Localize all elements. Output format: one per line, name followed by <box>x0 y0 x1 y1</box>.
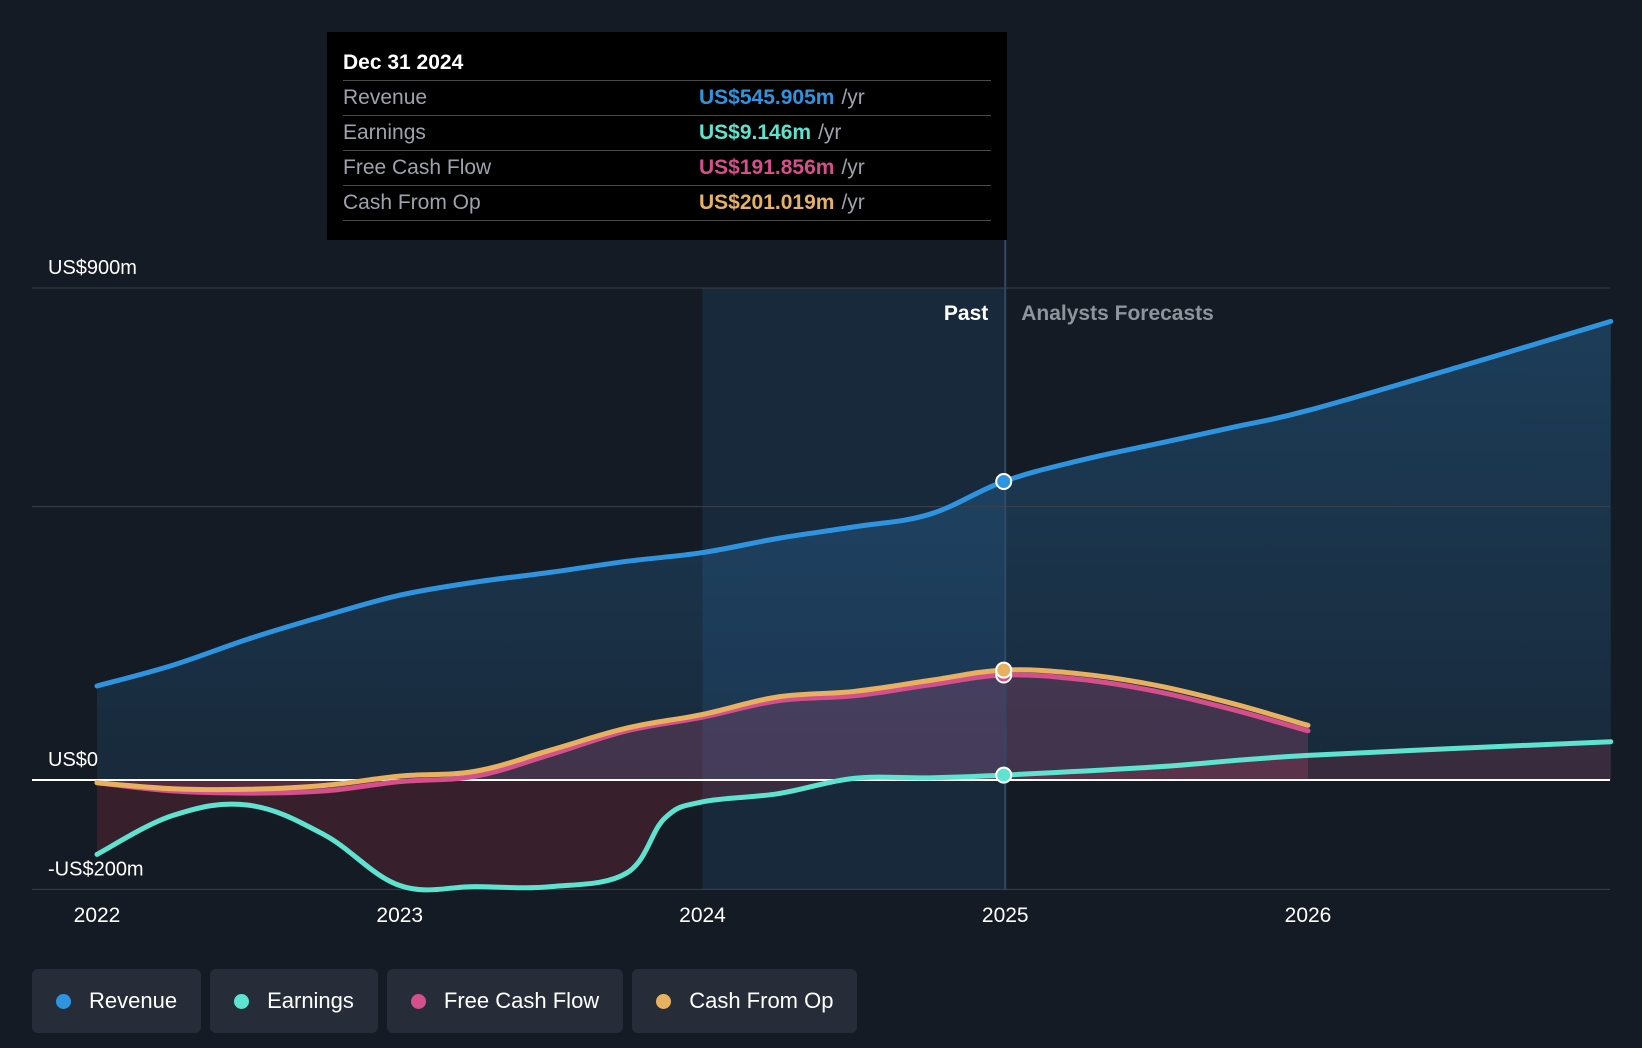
legend-item-cash-from-op[interactable]: Cash From Op <box>632 969 858 1033</box>
tooltip-unit: /yr <box>818 121 842 144</box>
tooltip-value: US$191.856m <box>699 156 835 179</box>
forecast-label: Analysts Forecasts <box>1021 302 1214 325</box>
data-point-cash-from-op <box>995 661 1013 679</box>
tooltip-label: Revenue <box>343 86 428 109</box>
earnings-dot-icon <box>234 993 250 1009</box>
x-tick-label: 2026 <box>1285 904 1332 927</box>
tooltip-unit: /yr <box>841 86 865 109</box>
tooltip-value: US$9.146m <box>699 121 812 144</box>
x-tick-label: 2023 <box>376 904 423 927</box>
tooltip-row-cash-from-op: Cash From Op US$201.019m /yr <box>343 186 991 221</box>
cash-from-op-dot-icon <box>656 993 672 1009</box>
tooltip-row-earnings: Earnings US$9.146m /yr <box>343 116 991 151</box>
revenue-area <box>97 321 1611 780</box>
past-label: Past <box>944 302 988 325</box>
tooltip-label: Earnings <box>343 121 426 144</box>
legend: Revenue Earnings Free Cash Flow Cash Fro… <box>32 969 858 1033</box>
series-line-earnings <box>94 739 1614 893</box>
y-tick-label: -US$200m <box>48 858 144 880</box>
data-point-earnings <box>995 766 1013 784</box>
series-line-free-cash-flow <box>94 672 1311 796</box>
tooltip-label: Cash From Op <box>343 191 481 214</box>
tooltip-unit: /yr <box>841 191 865 214</box>
x-tick-label: 2024 <box>679 904 726 927</box>
tooltip-value: US$201.019m <box>699 191 835 214</box>
series-line-cash-from-op <box>94 667 1311 793</box>
earnings-area <box>97 741 1611 890</box>
tooltip-date: Dec 31 2024 <box>343 46 991 81</box>
tooltip: Dec 31 2024 Revenue US$545.905m /yr Earn… <box>327 32 1007 240</box>
series-line-revenue <box>94 318 1614 689</box>
tooltip-row-revenue: Revenue US$545.905m /yr <box>343 81 991 116</box>
revenue-dot-icon <box>56 993 71 1009</box>
tooltip-value: US$545.905m <box>699 86 835 109</box>
data-point-revenue <box>995 473 1013 491</box>
tooltip-row-free-cash-flow: Free Cash Flow US$191.856m /yr <box>343 151 991 186</box>
free-cash-flow-dot-icon <box>410 993 426 1009</box>
y-tick-label: US$0 <box>48 749 98 771</box>
tooltip-unit: /yr <box>841 156 865 179</box>
tooltip-label: Free Cash Flow <box>343 156 492 179</box>
x-tick-label: 2025 <box>982 904 1029 927</box>
legend-item-revenue[interactable]: Revenue <box>32 969 202 1033</box>
legend-label: Revenue <box>89 988 178 1013</box>
legend-item-free-cash-flow[interactable]: Free Cash Flow <box>386 969 624 1033</box>
legend-label: Cash From Op <box>689 988 834 1013</box>
legend-label: Free Cash Flow <box>443 988 600 1013</box>
y-tick-label: US$900m <box>48 257 137 279</box>
legend-label: Earnings <box>267 988 354 1013</box>
x-tick-label: 2022 <box>74 904 121 927</box>
legend-item-earnings[interactable]: Earnings <box>210 969 378 1033</box>
